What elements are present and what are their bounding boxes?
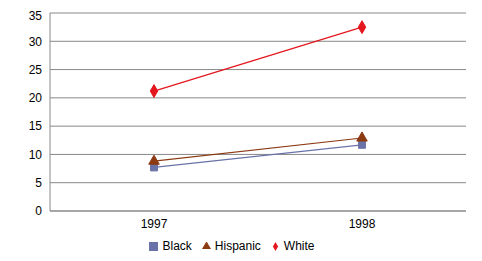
svg-text:15: 15 — [29, 119, 43, 133]
svg-text:1998: 1998 — [349, 217, 376, 231]
svg-text:5: 5 — [35, 176, 42, 190]
svg-text:25: 25 — [29, 63, 43, 77]
svg-text:20: 20 — [29, 91, 43, 105]
html-text:Black: Black — [162, 239, 192, 253]
svg-text:1997: 1997 — [141, 217, 168, 231]
svg-text:10: 10 — [29, 148, 43, 162]
html-text:Hispanic: Hispanic — [214, 239, 261, 253]
svg-text:35: 35 — [29, 9, 43, 23]
svg-text:30: 30 — [29, 35, 43, 49]
svg-text:0: 0 — [35, 204, 42, 218]
html-text:White: White — [283, 239, 315, 253]
